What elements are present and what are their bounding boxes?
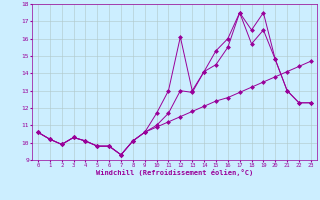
X-axis label: Windchill (Refroidissement éolien,°C): Windchill (Refroidissement éolien,°C): [96, 169, 253, 176]
